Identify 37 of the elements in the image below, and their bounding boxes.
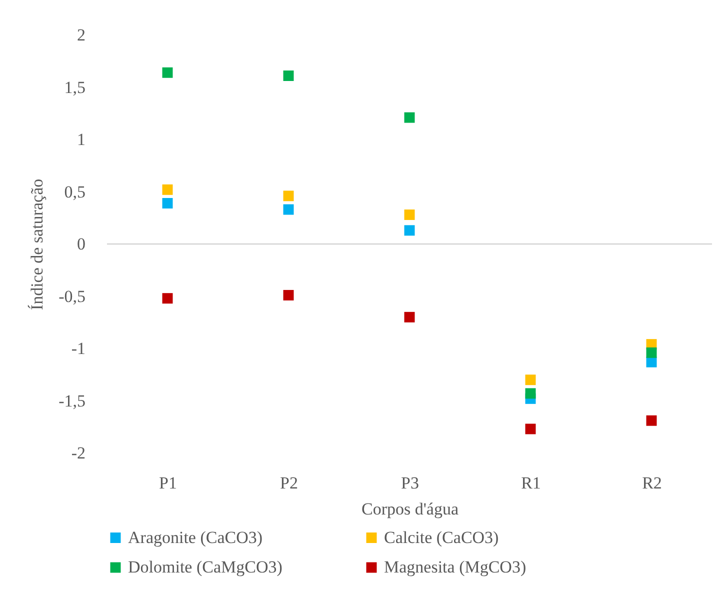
point xyxy=(283,290,294,300)
y-tick-label: 0 xyxy=(77,234,86,254)
point xyxy=(162,293,173,304)
y-tick-label: -0,5 xyxy=(58,286,86,306)
point xyxy=(646,415,657,426)
x-tick-label: R2 xyxy=(642,474,662,492)
y-tick-label: 1 xyxy=(77,130,86,149)
legend-label: Aragonite (CaCO3) xyxy=(128,528,263,547)
x-tick-label: P2 xyxy=(280,474,298,492)
point xyxy=(525,388,536,399)
y-tick-label: -1,5 xyxy=(58,391,86,410)
x-tick-label: R1 xyxy=(521,474,541,492)
legend-label: Calcite (CaCO3) xyxy=(384,528,499,547)
x-axis-title: Corpos d'água xyxy=(361,500,459,518)
y-tick-label: -2 xyxy=(71,444,86,462)
point xyxy=(283,190,294,202)
x-tick-label: P3 xyxy=(401,474,419,492)
point xyxy=(525,374,536,386)
point xyxy=(404,312,415,322)
point xyxy=(283,70,294,81)
point xyxy=(162,67,173,78)
x-tick-label: P1 xyxy=(159,474,177,492)
point xyxy=(162,184,173,195)
point xyxy=(404,225,415,236)
legend-label: Magnesita (MgCO3) xyxy=(384,558,526,576)
y-axis-title: Índice de saturação xyxy=(28,178,47,310)
y-tick-label: -1 xyxy=(71,339,86,358)
point xyxy=(646,347,657,358)
point xyxy=(162,198,173,208)
point xyxy=(404,112,415,123)
y-tick-label: 2 xyxy=(77,26,86,44)
legend-label: Dolomite (CaMgCO3) xyxy=(128,558,282,576)
point xyxy=(404,209,415,220)
y-tick-label: 0,5 xyxy=(64,182,86,202)
point xyxy=(283,204,294,215)
y-tick-label: 1,5 xyxy=(64,78,86,97)
point xyxy=(525,424,536,434)
